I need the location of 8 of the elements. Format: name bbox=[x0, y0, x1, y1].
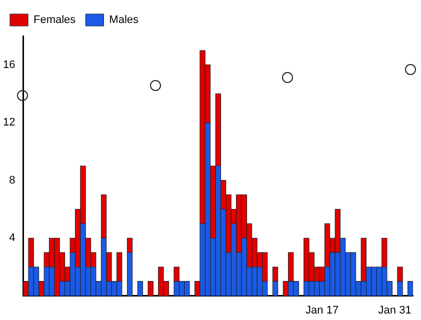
y-tick-label: 16 bbox=[2, 58, 16, 71]
legend-label: Females bbox=[34, 14, 76, 26]
y-tick-label: 4 bbox=[9, 232, 16, 244]
x-tick-label: Jan 31 bbox=[378, 304, 412, 316]
legend-label: Males bbox=[109, 14, 140, 26]
x-tick-label: Jan 17 bbox=[306, 304, 339, 316]
y-tick-label: 8 bbox=[9, 174, 16, 186]
y-tick-label: 12 bbox=[2, 116, 16, 129]
